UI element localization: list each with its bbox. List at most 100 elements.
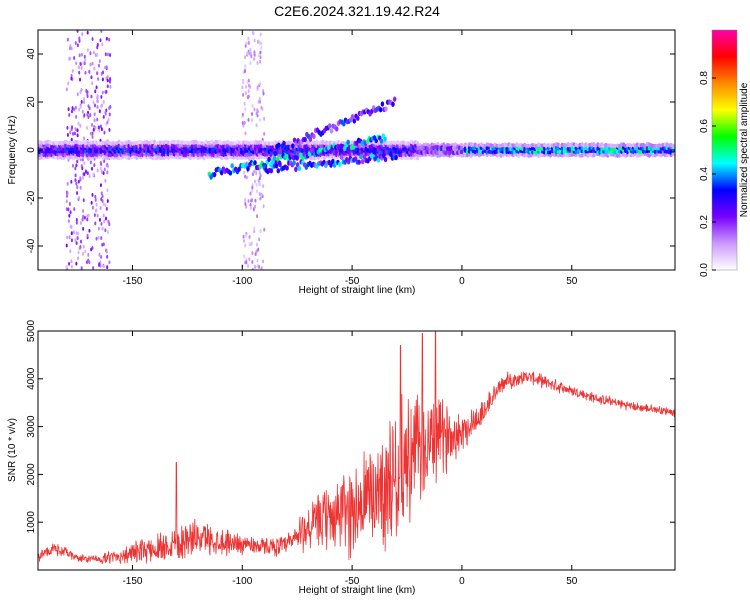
heatmap-cell (80, 100, 83, 104)
spectrogram-y-tick-label: 0 (26, 147, 37, 153)
heatmap-cell (100, 71, 103, 76)
heatmap-cell (253, 160, 257, 166)
heatmap-cell (249, 206, 252, 210)
heatmap-cell (105, 206, 108, 211)
heatmap-cell (102, 202, 105, 206)
spectrogram-y-tick-label: 20 (26, 96, 37, 108)
heatmap-cell (106, 188, 109, 193)
heatmap-cell (66, 191, 69, 196)
heatmap-cell (75, 217, 78, 222)
heatmap-cell (228, 170, 233, 176)
heatmap-cell (83, 136, 86, 141)
heatmap-cell (92, 127, 95, 132)
heatmap-cell (244, 201, 247, 206)
heatmap-cell (260, 193, 263, 197)
heatmap-cell (379, 138, 384, 144)
heatmap-cell (251, 172, 254, 177)
heatmap-cell (91, 37, 94, 41)
heatmap-cell (274, 163, 279, 169)
heatmap-cell (671, 152, 675, 157)
spectrogram-x-tick-label: 0 (459, 276, 465, 287)
heatmap-cell (101, 242, 104, 247)
heatmap-cell (249, 191, 252, 196)
heatmap-cell (91, 81, 94, 86)
heatmap-cell (95, 52, 98, 57)
heatmap-cell (76, 30, 79, 33)
heatmap-cell (99, 166, 102, 171)
heatmap-cell (303, 136, 307, 143)
heatmap-cell (79, 105, 82, 109)
heatmap-cell (97, 226, 100, 231)
heatmap-cell (246, 51, 249, 56)
heatmap-cell (101, 194, 104, 199)
heatmap-cell (80, 65, 83, 70)
heatmap-cell (97, 77, 100, 81)
heatmap-cell (102, 242, 105, 247)
heatmap-cell (68, 213, 71, 218)
heatmap-cell (70, 137, 73, 142)
heatmap-cell (79, 77, 82, 82)
heatmap-cell (76, 92, 79, 97)
heatmap-cell (106, 163, 109, 167)
heatmap-cell (79, 123, 82, 128)
heatmap-cell (69, 210, 72, 215)
heatmap-cell (90, 166, 93, 171)
heatmap-cell (259, 59, 262, 64)
heatmap-cell (260, 105, 263, 110)
heatmap-cell (69, 249, 72, 254)
heatmap-cell (294, 166, 298, 172)
heatmap-cell (243, 170, 246, 175)
heatmap-cell (291, 143, 295, 149)
heatmap-cell (249, 85, 252, 89)
colorbar-tick-label: 0.4 (699, 167, 710, 181)
heatmap-cell (253, 107, 256, 112)
heatmap-cell (93, 118, 96, 123)
heatmap-cell (76, 236, 79, 241)
heatmap-cell (77, 121, 80, 126)
heatmap-cell (72, 230, 75, 235)
heatmap-cell (98, 252, 101, 257)
snr-y-tick-label: 2000 (26, 463, 37, 486)
heatmap-cell (76, 191, 79, 195)
heatmap-cell (86, 214, 89, 219)
heatmap-cell (252, 207, 255, 212)
snr-x-tick-label: 50 (566, 576, 578, 587)
heatmap-cell (384, 106, 388, 112)
heatmap-cell (82, 226, 85, 231)
heatmap-cell (82, 61, 85, 66)
heatmap-cell (95, 202, 98, 207)
spectrogram-y-axis-label: Frequency (Hz) (7, 116, 18, 185)
heatmap-cell (80, 52, 83, 57)
heatmap-cell (74, 178, 77, 183)
heatmap-cell (267, 156, 271, 163)
heatmap-cell (83, 54, 86, 59)
heatmap-cell (81, 32, 84, 36)
heatmap-cell (257, 99, 260, 104)
heatmap-cell (70, 225, 73, 230)
heatmap-cell (311, 147, 315, 153)
heatmap-cell (85, 88, 88, 93)
heatmap-cell (83, 100, 86, 105)
heatmap-cell (108, 78, 111, 83)
heatmap-cell (75, 61, 78, 66)
heatmap-cell (109, 53, 112, 57)
heatmap-cell (96, 43, 99, 47)
heatmap-cell (90, 247, 93, 252)
heatmap-cell (106, 230, 109, 235)
heatmap-cell (70, 76, 73, 81)
heatmap-cell (378, 107, 383, 113)
heatmap-cell (68, 46, 71, 51)
heatmap-cell (78, 70, 81, 75)
heatmap-cell (244, 91, 247, 95)
heatmap-cell (93, 103, 96, 108)
heatmap-cell (308, 136, 313, 142)
heatmap-cell (416, 155, 420, 161)
snr-x-tick-label: 0 (459, 576, 465, 587)
heatmap-cell (96, 168, 99, 173)
heatmap-cell (247, 199, 250, 203)
heatmap-cell (70, 46, 73, 51)
heatmap-cell (73, 56, 76, 60)
snr-x-axis-label: Height of straight line (km) (299, 585, 416, 596)
heatmap-cell (263, 116, 266, 121)
